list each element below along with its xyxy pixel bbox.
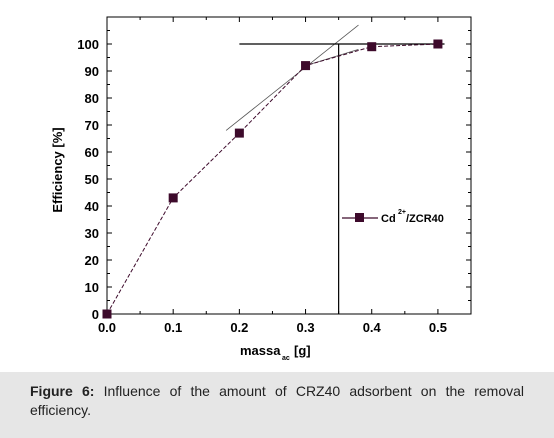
- y-tick-label: 70: [85, 118, 99, 133]
- legend-label-superscript: 2+: [398, 209, 406, 216]
- data-series: [102, 39, 443, 319]
- x-axis-title: massa ac [g]: [240, 343, 311, 362]
- legend-marker: [355, 213, 364, 222]
- x-tick-label: 0.4: [363, 320, 382, 335]
- caption-text: Influence of the amount of CRZ40 adsorbe…: [30, 383, 525, 418]
- y-tick-label: 30: [85, 226, 99, 241]
- legend-label-base: Cd: [381, 213, 396, 225]
- y-tick-label: 80: [85, 91, 99, 106]
- x-axis-unit: [g]: [294, 343, 311, 358]
- axis-tick-labels: 0.0 0.1 0.2 0.3 0.4 0.5 0 10 20 30 40 50 60 70 80 90 100: [77, 37, 447, 335]
- chart-figure: 0.0 0.1 0.2 0.3 0.4 0.5 0 10 20 30 40 50 60 70 80 90 100…: [50, 16, 472, 362]
- x-tick-label: 0.2: [230, 320, 248, 335]
- legend-label-rest: /ZCR40: [406, 213, 444, 225]
- data-point-marker: [168, 193, 178, 203]
- legend: Cd 2+ /ZCR40: [342, 209, 444, 225]
- y-tick-label: 50: [85, 172, 99, 187]
- x-tick-label: 0.3: [297, 320, 315, 335]
- y-tick-label: 40: [85, 199, 99, 214]
- y-tick-label: 20: [85, 253, 99, 268]
- y-tick-label: 100: [77, 37, 99, 52]
- data-point-marker: [234, 128, 244, 138]
- tangent-line-rising: [225, 24, 359, 131]
- x-axis-label-subscript: ac: [282, 355, 290, 362]
- data-point-marker: [102, 309, 112, 319]
- series-line: [106, 43, 438, 315]
- x-tick-label: 0.5: [429, 320, 447, 335]
- y-tick-label: 10: [85, 280, 99, 295]
- figure-caption: Figure 6: Influence of the amount of CRZ…: [0, 372, 554, 438]
- data-point-marker: [433, 39, 443, 49]
- x-tick-label: 0.1: [164, 320, 182, 335]
- x-axis-label: massa: [240, 343, 281, 358]
- data-point-marker: [367, 42, 377, 52]
- data-point-marker: [301, 61, 311, 71]
- y-tick-label: 90: [85, 64, 99, 79]
- caption-label: Figure 6:: [30, 383, 95, 399]
- y-tick-label: 60: [85, 145, 99, 160]
- y-tick-label: 0: [92, 307, 99, 322]
- y-axis-label: Efficiency [%]: [50, 127, 65, 212]
- x-tick-label: 0.0: [98, 320, 116, 335]
